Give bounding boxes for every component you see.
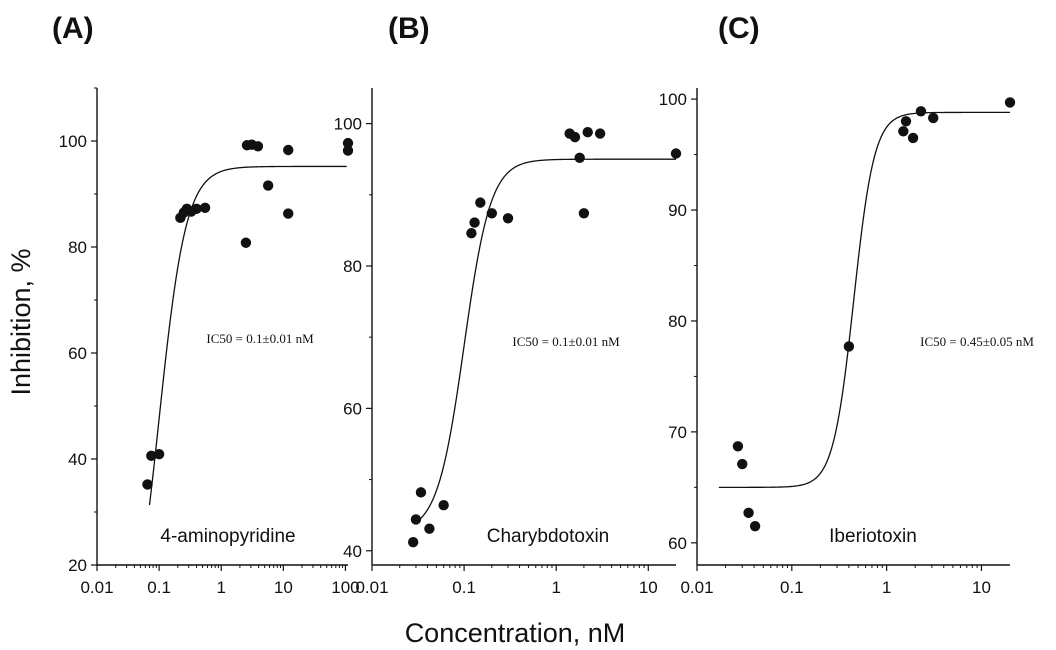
x-tick-label: 0.1 — [780, 578, 804, 597]
y-tick-label: 20 — [68, 556, 87, 575]
data-point — [415, 487, 427, 498]
data-point — [342, 145, 354, 156]
x-tick-label: 1 — [216, 578, 225, 597]
data-point — [574, 152, 585, 163]
data-point — [283, 208, 294, 219]
y-tick-label: 100 — [59, 132, 87, 151]
data-point — [438, 499, 449, 511]
ic50-annotation: IC50 = 0.1±0.01 nM — [206, 331, 314, 346]
panel-letter: (C) — [718, 12, 760, 45]
data-point — [252, 141, 264, 152]
data-point — [743, 507, 754, 519]
y-tick-label: 40 — [68, 450, 87, 469]
data-point — [469, 217, 480, 228]
y-tick-label: 100 — [334, 115, 362, 134]
x-tick-label: 0.1 — [452, 578, 476, 597]
y-tick-label: 60 — [68, 344, 87, 363]
data-point — [191, 203, 202, 215]
y-tick-label: 80 — [343, 257, 362, 276]
x-tick-label: 0.01 — [80, 578, 113, 597]
data-point — [146, 450, 157, 462]
y-tick-label: 70 — [668, 423, 687, 442]
fit-curve — [415, 158, 676, 523]
data-point — [283, 144, 294, 156]
data-point — [262, 180, 274, 191]
data-point — [915, 106, 927, 117]
panel-a: 20 40 60 80 100 0.01 0.1 1 10 100 (A) 4-aminopyridi… — [52, 12, 360, 597]
x-tick-label: 0.01 — [355, 578, 388, 597]
data-point — [407, 537, 419, 548]
y-tick-label: 100 — [659, 90, 687, 109]
y-tick-label: 60 — [668, 534, 687, 553]
x-tick-label: 1 — [882, 578, 891, 597]
data-point — [594, 128, 606, 139]
data-point — [928, 112, 939, 124]
ic50-annotation: IC50 = 0.45±0.05 nM — [920, 334, 1034, 349]
x-tick-label: 10 — [639, 578, 658, 597]
data-point — [475, 197, 486, 208]
ic50-annotation: IC50 = 0.1±0.01 nM — [512, 334, 620, 349]
x-tick-label: 10 — [274, 578, 293, 597]
data-point — [898, 126, 909, 137]
x-tick-label: 1 — [551, 578, 560, 597]
data-point — [900, 116, 912, 127]
data-point — [466, 228, 477, 239]
y-tick-label: 40 — [343, 542, 362, 561]
y-axis-label: Inhibition, % — [6, 248, 36, 395]
x-tick-label: 0.01 — [680, 578, 713, 597]
data-point — [153, 449, 165, 460]
compound-name: Charybdotoxin — [487, 526, 610, 547]
data-point — [670, 148, 682, 159]
data-point — [342, 137, 354, 149]
data-point — [843, 341, 855, 352]
panel-letter: (A) — [52, 12, 94, 45]
y-tick-label: 60 — [343, 399, 362, 418]
y-tick-label: 80 — [68, 238, 87, 257]
x-axis-label: Concentration, nM — [405, 618, 626, 648]
data-point — [578, 208, 590, 219]
data-point — [732, 441, 744, 452]
panel-c: 60 70 80 90 100 0.01 0.1 1 10 (C) Iberiotoxin IC50 … — [659, 12, 1035, 597]
data-point — [410, 514, 422, 525]
data-point — [1004, 97, 1016, 108]
x-tick-label: 100 — [331, 578, 359, 597]
compound-name: 4-aminopyridine — [160, 526, 295, 547]
x-tick-label: 0.1 — [147, 578, 171, 597]
data-point — [240, 237, 252, 248]
data-point — [142, 479, 153, 490]
panel-letter: (B) — [388, 12, 430, 45]
data-point — [749, 520, 761, 532]
y-tick-label: 90 — [668, 201, 687, 220]
data-point — [502, 213, 514, 224]
data-point — [582, 126, 593, 138]
data-point — [737, 458, 748, 470]
fit-curve — [718, 111, 1010, 488]
fit-curve — [148, 165, 347, 506]
data-point — [569, 131, 581, 143]
data-point — [424, 523, 435, 534]
compound-name: Iberiotoxin — [829, 526, 917, 547]
data-point — [199, 202, 211, 213]
y-tick-label: 80 — [668, 312, 687, 331]
x-tick-label: 10 — [972, 578, 991, 597]
data-point — [907, 132, 919, 144]
data-point — [486, 208, 498, 219]
